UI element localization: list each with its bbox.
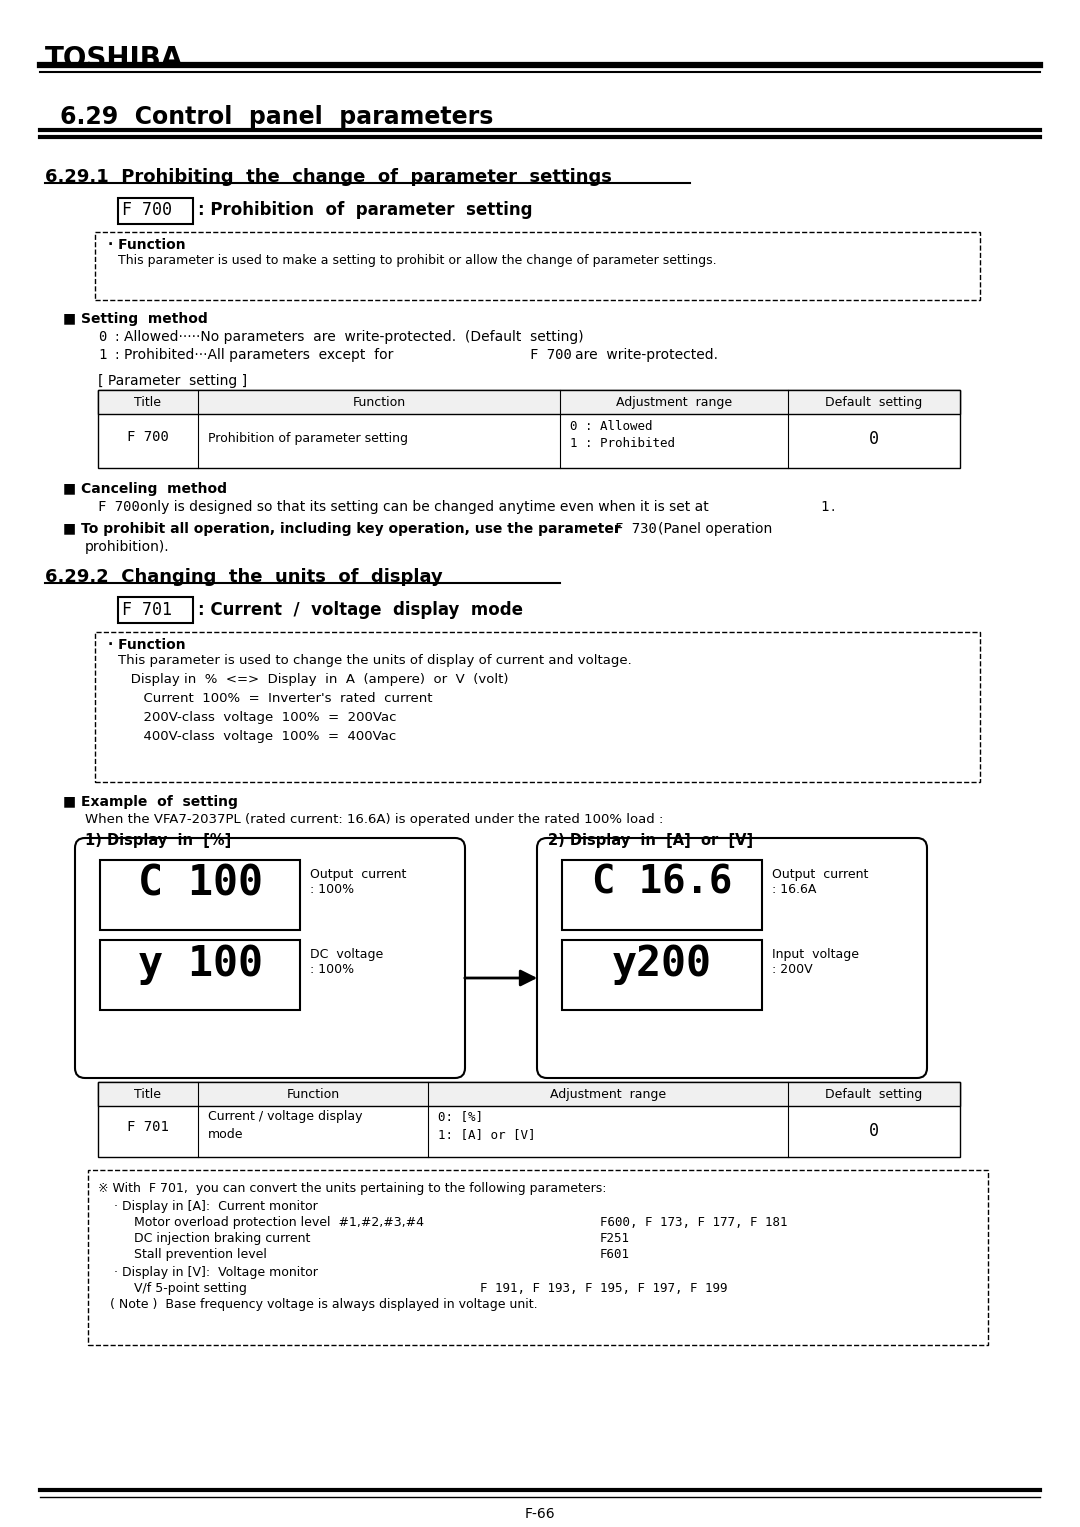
Bar — [87, 1170, 988, 1345]
Text: F 700: F 700 — [98, 499, 140, 515]
Text: · Display in [A]:  Current monitor: · Display in [A]: Current monitor — [98, 1200, 318, 1212]
Text: V/f 5-point setting: V/f 5-point setting — [98, 1283, 247, 1295]
Text: 6.29.1  Prohibiting  the  change  of  parameter  settings: 6.29.1 Prohibiting the change of paramet… — [45, 168, 612, 186]
Text: Title: Title — [135, 395, 162, 409]
Text: Prohibition of parameter setting: Prohibition of parameter setting — [208, 432, 408, 444]
Text: F 191, F 193, F 195, F 197, F 199: F 191, F 193, F 195, F 197, F 199 — [480, 1283, 728, 1295]
Text: mode: mode — [208, 1128, 243, 1141]
Bar — [100, 860, 300, 930]
Bar — [118, 597, 193, 623]
Text: Input  voltage: Input voltage — [772, 948, 859, 960]
Text: · Function: · Function — [108, 638, 186, 652]
Text: Default  setting: Default setting — [825, 1089, 922, 1101]
Text: Default  setting: Default setting — [825, 395, 922, 409]
Text: Stall prevention level: Stall prevention level — [98, 1248, 267, 1261]
Text: When the VFA7-2037PL (rated current: 16.6A) is operated under the rated 100% loa: When the VFA7-2037PL (rated current: 16.… — [85, 812, 663, 826]
Bar — [98, 389, 960, 414]
Text: y 100: y 100 — [137, 944, 262, 985]
Text: This parameter is used to make a setting to prohibit or allow the change of para: This parameter is used to make a setting… — [118, 253, 717, 267]
Text: Function: Function — [286, 1089, 339, 1101]
Text: Motor overload protection level  #1,#2,#3,#4: Motor overload protection level #1,#2,#3… — [98, 1215, 424, 1229]
Text: ■ To prohibit all operation, including key operation, use the parameter: ■ To prohibit all operation, including k… — [63, 522, 621, 536]
Text: : Current  /  voltage  display  mode: : Current / voltage display mode — [198, 602, 523, 618]
Text: DC injection braking current: DC injection braking current — [98, 1232, 310, 1245]
Text: F 701: F 701 — [127, 1119, 168, 1135]
Text: Output  current: Output current — [310, 867, 406, 881]
Text: F 730: F 730 — [615, 522, 657, 536]
Text: F 700: F 700 — [127, 431, 168, 444]
Text: Adjustment  range: Adjustment range — [616, 395, 732, 409]
Text: 1) Display  in  [%]: 1) Display in [%] — [85, 834, 231, 847]
Text: 1: 1 — [98, 348, 106, 362]
Text: Current  100%  =  Inverter's  rated  current: Current 100% = Inverter's rated current — [118, 692, 432, 705]
Bar — [98, 1083, 960, 1106]
Text: Display in  %  <=>  Display  in  A  (ampere)  or  V  (volt): Display in % <=> Display in A (ampere) o… — [118, 673, 509, 686]
Text: .: . — [831, 499, 835, 515]
Text: 1 : Prohibited: 1 : Prohibited — [570, 437, 675, 450]
Text: C 16.6: C 16.6 — [592, 863, 732, 901]
Text: Adjustment  range: Adjustment range — [550, 1089, 666, 1101]
Text: : 100%: : 100% — [310, 883, 354, 896]
Text: [ Parameter  setting ]: [ Parameter setting ] — [98, 374, 247, 388]
Text: 0 : Allowed: 0 : Allowed — [570, 420, 652, 434]
Bar — [562, 860, 762, 930]
Text: : 200V: : 200V — [772, 964, 812, 976]
Text: 1: 1 — [820, 499, 828, 515]
Text: 400V-class  voltage  100%  =  400Vac: 400V-class voltage 100% = 400Vac — [118, 730, 396, 744]
Text: 0: [%]: 0: [%] — [438, 1110, 483, 1122]
Text: ※ With  F 701,  you can convert the units pertaining to the following parameters: ※ With F 701, you can convert the units … — [98, 1182, 607, 1196]
Bar — [562, 941, 762, 1009]
Text: C 100: C 100 — [137, 863, 262, 906]
Text: TOSHIBA: TOSHIBA — [45, 44, 184, 73]
Text: F 700: F 700 — [530, 348, 572, 362]
Text: Current / voltage display: Current / voltage display — [208, 1110, 363, 1122]
Text: : 100%: : 100% — [310, 964, 354, 976]
Text: : Allowed·····No parameters  are  write-protected.  (Default  setting): : Allowed·····No parameters are write-pr… — [114, 330, 583, 344]
Bar — [95, 232, 980, 299]
Text: : 16.6A: : 16.6A — [772, 883, 816, 896]
Text: F 701: F 701 — [122, 602, 172, 618]
Text: DC  voltage: DC voltage — [310, 948, 383, 960]
Bar — [100, 941, 300, 1009]
Bar — [95, 632, 980, 782]
Text: ■ Canceling  method: ■ Canceling method — [63, 483, 227, 496]
Text: ( Note )  Base frequency voltage is always displayed in voltage unit.: ( Note ) Base frequency voltage is alway… — [110, 1298, 538, 1312]
Text: Output  current: Output current — [772, 867, 868, 881]
Text: are  write-protected.: are write-protected. — [575, 348, 718, 362]
Text: Title: Title — [135, 1089, 162, 1101]
Text: Function: Function — [352, 395, 406, 409]
Text: 6.29.2  Changing  the  units  of  display: 6.29.2 Changing the units of display — [45, 568, 443, 586]
Text: prohibition).: prohibition). — [85, 541, 170, 554]
Text: ■ Setting  method: ■ Setting method — [63, 312, 207, 325]
Text: only is designed so that its setting can be changed anytime even when it is set : only is designed so that its setting can… — [140, 499, 708, 515]
Text: F-66: F-66 — [525, 1507, 555, 1521]
Text: F601: F601 — [600, 1248, 630, 1261]
Text: F 700: F 700 — [122, 202, 172, 218]
FancyBboxPatch shape — [537, 838, 927, 1078]
Text: 6.29  Control  panel  parameters: 6.29 Control panel parameters — [60, 105, 494, 128]
Text: : Prohibition  of  parameter  setting: : Prohibition of parameter setting — [198, 202, 532, 218]
Text: This parameter is used to change the units of display of current and voltage.: This parameter is used to change the uni… — [118, 654, 632, 667]
Text: 200V-class  voltage  100%  =  200Vac: 200V-class voltage 100% = 200Vac — [118, 712, 396, 724]
Text: · Function: · Function — [108, 238, 186, 252]
Bar — [118, 199, 193, 224]
Bar — [98, 1083, 960, 1157]
Text: : Prohibited···All parameters  except  for: : Prohibited···All parameters except for — [114, 348, 393, 362]
Text: F600, F 173, F 177, F 181: F600, F 173, F 177, F 181 — [600, 1215, 787, 1229]
Bar — [98, 389, 960, 467]
Text: ■ Example  of  setting: ■ Example of setting — [63, 796, 238, 809]
Text: (Panel operation: (Panel operation — [658, 522, 772, 536]
Text: · Display in [V]:  Voltage monitor: · Display in [V]: Voltage monitor — [98, 1266, 318, 1280]
Text: 0: 0 — [869, 431, 879, 447]
FancyBboxPatch shape — [75, 838, 465, 1078]
Text: 1: [A] or [V]: 1: [A] or [V] — [438, 1128, 536, 1141]
Text: F251: F251 — [600, 1232, 630, 1245]
Text: y200: y200 — [612, 944, 712, 985]
Text: 2) Display  in  [A]  or  [V]: 2) Display in [A] or [V] — [548, 834, 753, 847]
Text: 0: 0 — [98, 330, 106, 344]
Text: 0: 0 — [869, 1122, 879, 1141]
